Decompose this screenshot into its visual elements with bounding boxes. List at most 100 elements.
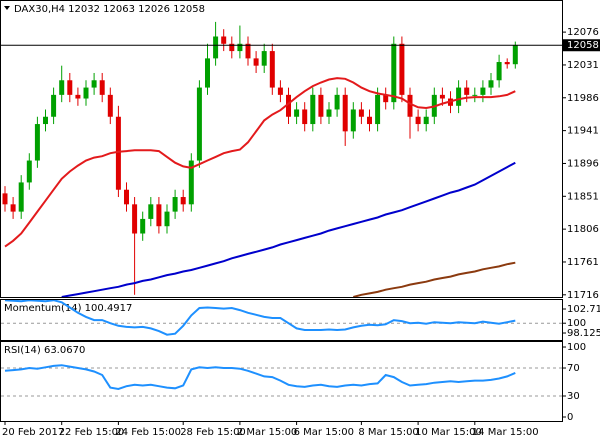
candle-body [342,94,348,132]
candle-body [310,94,316,125]
pane [1,300,562,336]
indicator-line [61,161,516,297]
y-tick-label: 30 [567,391,580,402]
x-tick-label: 20 Feb 2017 [2,427,64,438]
candle-body [391,43,397,103]
x-tick-label: 24 Feb 15:00 [115,427,181,438]
candle-body [423,116,429,125]
candle-body [439,94,445,99]
y-tick-label: 11761 [567,257,599,268]
y-tick-label: 102.7199 [567,304,600,315]
candle-body [221,36,227,44]
y-tick-label: 100 [567,342,586,353]
candle-body [180,197,186,205]
candle-body [196,87,202,161]
candle-body [504,62,510,65]
y-tick-label: 100 [567,318,586,329]
candle-body [480,87,486,95]
candle-body [383,94,389,103]
candle-body [358,109,364,117]
y-tick-label: 11986 [567,93,599,104]
x-tick-label: 14 Mar 15:00 [472,427,539,438]
y-tick-label: 11716 [567,290,599,301]
candle-body [172,197,178,212]
candle-body [205,58,210,88]
main-pane-frame [0,0,563,298]
y-tick-label: 70 [567,363,580,374]
candle-body [43,116,48,125]
candle-body [132,204,138,234]
candle-body [51,94,57,117]
indicator-title: RSI(14) 63.0670 [4,345,85,356]
candle-body [164,211,170,227]
indicator-line [353,261,516,297]
y-tick-label: 12031 [567,60,599,71]
x-tick-label: 2 Mar 15:00 [237,427,297,438]
current-price-box [563,39,600,52]
candle-body [302,109,308,125]
candle-body [472,94,478,96]
candle-body [237,43,243,52]
candle-body [464,87,470,95]
candle-body [2,193,8,205]
y-tick-label: 11896 [567,158,599,169]
momentum-pane-frame [0,299,563,341]
indicator-line [4,77,516,248]
candle-body [253,58,259,66]
candle-body [245,43,251,59]
candle-body [326,109,332,117]
candle-body [213,36,219,59]
candle-body [488,80,494,88]
candle-body [375,94,381,125]
candle-body [399,43,405,95]
candle-body [75,94,81,99]
candle-body [59,80,65,95]
pane [2,21,518,297]
candle-body [18,182,24,212]
candle-body [148,204,154,219]
dropdown-icon [4,6,10,10]
candle-body [83,87,89,99]
rsi-pane-frame [0,341,563,422]
x-tick-label: 22 Feb 15:00 [59,427,125,438]
candle-body [140,218,146,234]
chart-title: DAX30,H4 12032 12063 12026 12058 [14,4,205,15]
candle-body [456,87,462,106]
y-tick-label: 11806 [567,224,599,235]
candle-body [415,116,421,125]
pane [1,364,562,397]
candle-body [107,94,113,117]
candle-body [156,204,162,227]
candle-body [229,43,235,52]
candle-body [277,87,283,95]
indicator-title: Momentum(14) 100.4917 [4,303,132,314]
candle-body [99,80,105,95]
current-price-label: 12058 [567,40,599,51]
candle-body [10,204,16,212]
y-tick-label: 11941 [567,126,599,137]
y-tick-label: 12076 [567,27,599,38]
candle-body [294,109,300,117]
y-tick-label: 11851 [567,191,599,202]
candle-body [367,116,372,125]
x-tick-label: 8 Mar 15:00 [358,427,418,438]
candle-body [269,51,275,88]
candle-body [34,124,40,161]
candle-body [67,80,73,95]
candle-body [26,160,32,183]
indicator-line [4,300,516,336]
candle-body [496,62,502,81]
candle-body [115,116,121,190]
candle-body [350,109,356,132]
candle-body [188,160,194,205]
candle-body [512,45,518,65]
candle-body [286,94,291,117]
candle-body [407,94,413,117]
candle-body [334,94,340,110]
x-tick-label: 6 Mar 15:00 [294,427,354,438]
y-tick-label: 0 [567,412,573,423]
candle-body [261,51,267,66]
